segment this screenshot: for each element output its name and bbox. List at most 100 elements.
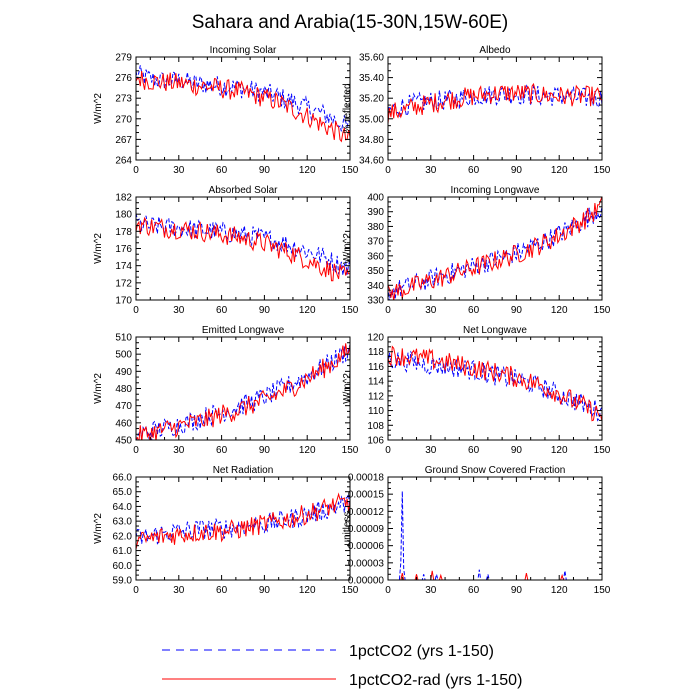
x-tick-label: 150 <box>342 305 359 316</box>
panel-absorbed-solar: 0 30 60 90 120 150 170 172 174 176 178 180 182 Absorb… <box>93 185 359 316</box>
y-tick-label: 112 <box>368 391 384 402</box>
x-tick-label: 150 <box>342 165 359 176</box>
x-tick-label: 150 <box>594 445 611 456</box>
series-line-1pctco2-yrs-1-150-emitted-longwave <box>136 344 350 440</box>
y-tick-label: 34.60 <box>359 156 384 167</box>
x-tick-label: 90 <box>511 165 523 176</box>
y-tick-label: 35.60 <box>359 53 384 64</box>
panel-incoming-longwave: 0 30 60 90 120 150 330 340 350 360 370 380 390 400 Inc… <box>342 185 611 316</box>
y-tick-label: 380 <box>367 222 384 233</box>
y-tick-label: 0.00009 <box>348 524 385 535</box>
series-line-1pctco2-yrs-1-150-incoming-solar <box>136 65 350 132</box>
y-axis-label-incoming-longwave: W/m^2 <box>342 233 353 264</box>
panel-title-incoming-solar: Incoming Solar <box>210 45 277 56</box>
x-tick-label: 0 <box>385 585 391 596</box>
series-line-1pctco2-rad-yrs-1-150-net-radiation <box>136 492 350 550</box>
x-tick-label: 0 <box>385 305 391 316</box>
panel-title-albedo: Albedo <box>479 45 511 56</box>
y-tick-label: 276 <box>115 73 132 84</box>
panel-emitted-longwave: 0 30 60 90 120 150 450 460 470 480 490 500 510 Emitte… <box>93 325 359 456</box>
y-tick-label: 60.0 <box>113 561 133 572</box>
y-tick-label: 340 <box>367 281 384 292</box>
legend-label-1pctco2-rad: 1pctCO2-rad (yrs 1-150) <box>349 672 522 689</box>
x-tick-label: 120 <box>299 165 316 176</box>
x-tick-label: 120 <box>551 165 568 176</box>
x-tick-label: 90 <box>259 445 271 456</box>
panel-net-longwave: 0 30 60 90 120 150 106 108 110 112 114 116 118 120 Net… <box>342 325 611 456</box>
x-tick-label: 0 <box>385 445 391 456</box>
y-tick-label: 279 <box>115 53 132 64</box>
x-tick-label: 60 <box>468 585 480 596</box>
y-tick-label: 180 <box>115 210 132 221</box>
series-line-1pctco2-yrs-1-150-incoming-longwave <box>388 205 602 300</box>
y-axis-label-ground-snow-covered-fraction: unitless <box>342 512 353 546</box>
x-tick-label: 60 <box>216 445 228 456</box>
plot-frame-net-longwave <box>387 336 603 441</box>
panel-ground-snow-covered-fraction: 0 30 60 90 120 1500.000000.000030.000060.0000… <box>342 465 611 596</box>
x-tick-label: 0 <box>133 585 139 596</box>
figure-title: Sahara and Arabia(15-30N,15W-60E) <box>192 12 509 33</box>
y-tick-label: 267 <box>115 135 132 146</box>
y-tick-label: 65.0 <box>113 487 133 498</box>
y-tick-label: 510 <box>115 333 132 344</box>
y-tick-label: 178 <box>115 227 132 238</box>
x-tick-label: 90 <box>511 445 523 456</box>
y-tick-label: 273 <box>115 94 132 105</box>
x-tick-label: 60 <box>468 445 480 456</box>
x-tick-label: 150 <box>342 585 359 596</box>
plot-frame-ground-snow-covered-fraction <box>387 476 603 581</box>
x-tick-label: 90 <box>259 305 271 316</box>
x-tick-label: 0 <box>385 165 391 176</box>
y-tick-label: 174 <box>115 261 132 272</box>
x-tick-label: 120 <box>551 445 568 456</box>
y-tick-label: 35.20 <box>359 94 384 105</box>
y-tick-label: 480 <box>115 384 132 395</box>
x-tick-label: 120 <box>299 305 316 316</box>
y-tick-label: 390 <box>367 207 384 218</box>
x-tick-label: 120 <box>299 445 316 456</box>
panel-title-incoming-longwave: Incoming Longwave <box>451 185 540 196</box>
y-tick-label: 0.00018 <box>348 473 385 484</box>
x-tick-label: 90 <box>259 585 271 596</box>
y-tick-label: 450 <box>115 436 132 447</box>
y-axis-label-absorbed-solar: W/m^2 <box>93 233 104 264</box>
y-tick-label: 330 <box>367 296 384 307</box>
series-line-1pctco2-yrs-1-150-net-longwave <box>388 350 602 422</box>
panel-title-emitted-longwave: Emitted Longwave <box>202 325 285 336</box>
x-tick-label: 60 <box>468 165 480 176</box>
plot-frame-incoming-longwave <box>387 196 603 301</box>
series-line-1pctco2-rad-yrs-1-150-albedo <box>388 82 602 124</box>
x-tick-label: 90 <box>259 165 271 176</box>
y-tick-label: 170 <box>115 296 132 307</box>
series-line-1pctco2-rad-yrs-1-150-net-longwave <box>388 345 602 422</box>
y-axis-label-albedo: % reflected <box>342 83 353 133</box>
x-tick-label: 30 <box>173 165 185 176</box>
y-tick-label: 66.0 <box>113 473 133 484</box>
x-tick-label: 150 <box>594 165 611 176</box>
x-tick-label: 0 <box>133 165 139 176</box>
y-tick-label: 500 <box>115 350 132 361</box>
x-tick-label: 30 <box>425 305 437 316</box>
y-tick-label: 118 <box>368 347 384 358</box>
y-tick-label: 400 <box>367 193 384 204</box>
y-tick-label: 460 <box>115 418 132 429</box>
y-tick-label: 63.0 <box>113 517 133 528</box>
series-line-1pctco2-rad-yrs-1-150-incoming-solar <box>136 70 350 143</box>
panel-title-net-longwave: Net Longwave <box>463 325 527 336</box>
x-tick-label: 0 <box>133 305 139 316</box>
x-tick-label: 150 <box>594 585 611 596</box>
y-tick-label: 116 <box>368 362 384 373</box>
y-axis-label-net-longwave: W/m^2 <box>342 373 353 404</box>
series-line-1pctco2-yrs-1-150-absorbed-solar <box>136 213 350 276</box>
panel-net-radiation: 0 30 60 90 120 150 59.0 60.0 61.0 62.0 63.0 64.0 65.… <box>93 465 359 596</box>
x-tick-label: 60 <box>216 305 228 316</box>
series-line-1pctco2-rad-yrs-1-150-absorbed-solar <box>136 216 350 282</box>
x-tick-label: 60 <box>468 305 480 316</box>
y-tick-label: 59.0 <box>113 576 133 587</box>
series-line-1pctco2-rad-yrs-1-150-emitted-longwave <box>136 343 350 440</box>
series-line-1pctco2-rad-yrs-1-150-incoming-longwave <box>388 197 602 300</box>
x-tick-label: 0 <box>133 445 139 456</box>
x-tick-label: 150 <box>342 445 359 456</box>
plot-frame-albedo <box>387 56 603 161</box>
